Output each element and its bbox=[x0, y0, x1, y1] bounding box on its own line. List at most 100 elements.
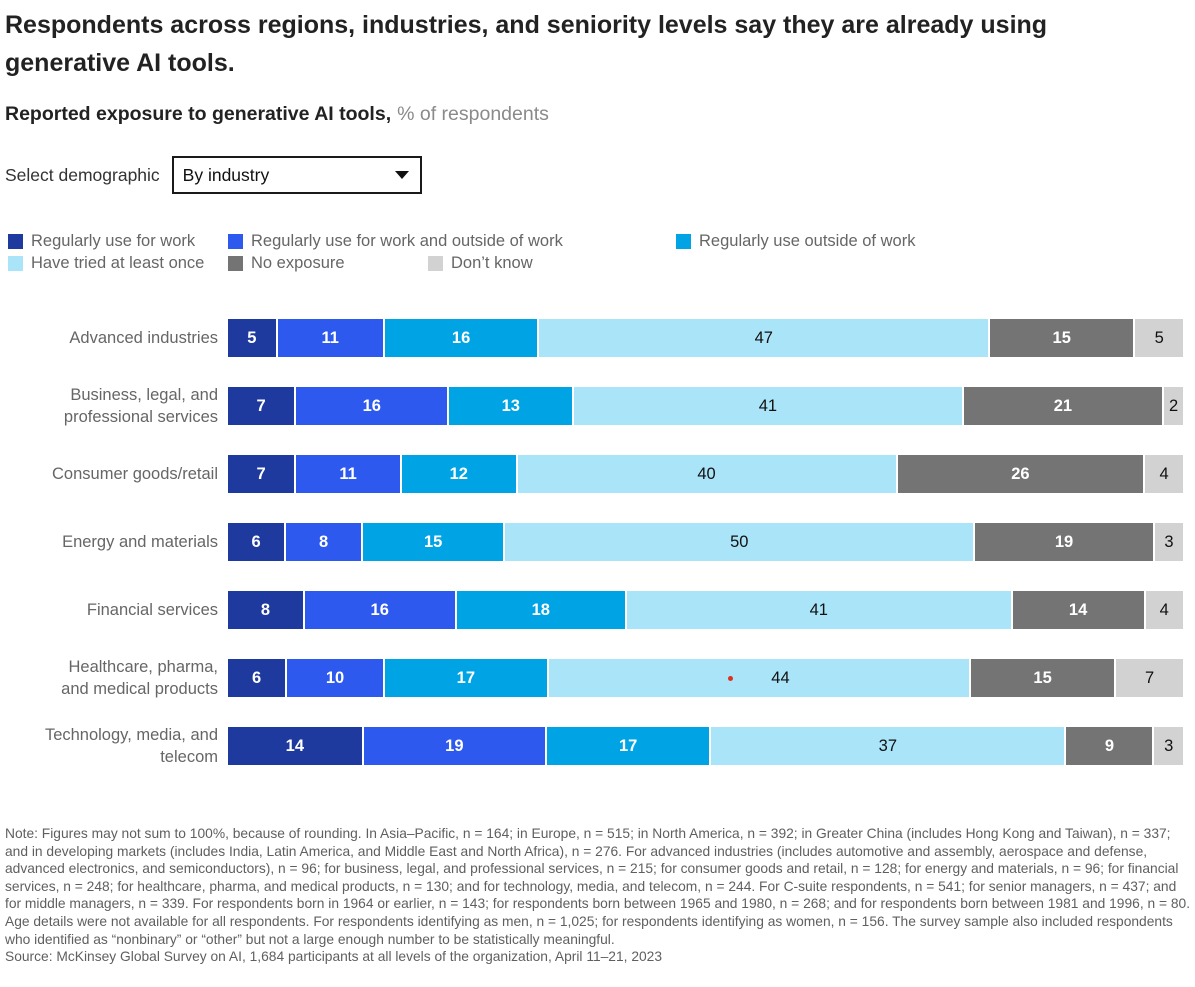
bar-track: 7 11 12 40 26 4 bbox=[228, 455, 1184, 493]
category-label: Healthcare, pharma, and medical products bbox=[61, 658, 218, 698]
bar-segment: 16 bbox=[304, 591, 455, 629]
legend-swatch-icon bbox=[8, 233, 23, 249]
source-text: Source: McKinsey Global Survey on AI, 1,… bbox=[5, 949, 663, 965]
bar-segment: 4 bbox=[1145, 591, 1183, 629]
demographic-dropdown[interactable]: By industry bbox=[171, 156, 422, 194]
legend-item: Regularly use for work and outside of wo… bbox=[228, 232, 676, 251]
bar-segment: 9 bbox=[1066, 727, 1153, 765]
segment-value: 3 bbox=[1164, 736, 1174, 755]
bar-segment: 44 bbox=[548, 659, 969, 697]
category-label: Energy and materials bbox=[62, 533, 218, 551]
bar-segment: 8 bbox=[286, 523, 361, 561]
bar-segment: 13 bbox=[449, 387, 573, 425]
bar-row: Energy and materials 6 8 15 50 19 3 bbox=[0, 523, 1183, 561]
bar-segment: 5 bbox=[1135, 319, 1184, 357]
demographic-dropdown-value: By industry bbox=[182, 164, 270, 185]
demographic-selector-row: Select demographic By industry bbox=[5, 156, 422, 194]
segment-value: 50 bbox=[730, 532, 749, 551]
bar-segment: 3 bbox=[1154, 523, 1183, 561]
bar-segment: 15 bbox=[362, 523, 504, 561]
bar-row: Business, legal, and professional servic… bbox=[0, 386, 1184, 426]
bar-segment: 47 bbox=[539, 319, 989, 357]
segment-value: 41 bbox=[809, 600, 828, 619]
bar-segment: 14 bbox=[228, 727, 362, 765]
segment-value: 4 bbox=[1159, 464, 1169, 483]
bar-segment: 37 bbox=[711, 727, 1065, 765]
segment-value: 11 bbox=[339, 464, 357, 483]
segment-value: 44 bbox=[771, 668, 790, 687]
segment-value: 16 bbox=[451, 328, 471, 347]
category-label: Advanced industries bbox=[69, 329, 218, 347]
category-label: Technology, media, and telecom bbox=[44, 726, 218, 766]
bar-segment: 6 bbox=[228, 523, 285, 561]
segment-value: 12 bbox=[449, 464, 468, 483]
bar-segment: 50 bbox=[505, 523, 974, 561]
red-dot-icon bbox=[728, 675, 734, 681]
segment-value: 21 bbox=[1053, 396, 1073, 415]
footnotes: Note: Figures may not sum to 100%, becau… bbox=[5, 825, 1191, 966]
segment-value: 16 bbox=[362, 396, 381, 415]
segment-value: 16 bbox=[370, 600, 389, 619]
bar-segment: 7 bbox=[228, 387, 295, 425]
bar-segment: 17 bbox=[384, 659, 547, 697]
legend-swatch-icon bbox=[8, 255, 23, 271]
segment-value: 2 bbox=[1168, 396, 1179, 415]
segment-value: 41 bbox=[758, 396, 778, 415]
bar-track: 14 19 17 37 9 3 bbox=[228, 727, 1183, 765]
bar-row: Technology, media, and telecom 14 19 17 37 9 3 bbox=[0, 726, 1183, 766]
legend-label: No exposure bbox=[251, 253, 345, 272]
bar-segment: 11 bbox=[296, 455, 401, 493]
segment-value: 14 bbox=[1068, 600, 1088, 619]
bar-segment: 2 bbox=[1164, 387, 1184, 425]
bar-segment: 15 bbox=[970, 659, 1115, 697]
segment-value: 15 bbox=[1052, 328, 1071, 347]
segment-value: 40 bbox=[697, 464, 716, 483]
bar-segment: 3 bbox=[1154, 727, 1183, 765]
bar-segment: 16 bbox=[384, 319, 538, 357]
legend-swatch-icon bbox=[228, 233, 243, 249]
legend-item: Regularly use outside of work bbox=[676, 232, 915, 251]
bar-segment: 14 bbox=[1012, 591, 1144, 629]
legend-item: Regularly use for work bbox=[8, 232, 228, 251]
bar-row: Healthcare, pharma, and medical products… bbox=[0, 658, 1183, 698]
category-label: Consumer goods/retail bbox=[52, 465, 218, 483]
segment-value: 8 bbox=[318, 532, 329, 551]
bar-row: Financial services 8 16 18 41 14 4 bbox=[0, 591, 1183, 629]
legend-label: Have tried at least once bbox=[31, 253, 205, 272]
bar-segment: 19 bbox=[363, 727, 545, 765]
category-label: Financial services bbox=[86, 601, 218, 619]
bar-segment: 15 bbox=[990, 319, 1134, 357]
bar-segment: 7 bbox=[1116, 659, 1183, 697]
page-title: Respondents across regions, industries, … bbox=[5, 11, 1048, 77]
legend-label: Don’t know bbox=[451, 253, 533, 272]
bar-segment: 40 bbox=[517, 455, 896, 493]
legend-item: Don’t know bbox=[428, 254, 533, 273]
legend-label: Regularly use outside of work bbox=[699, 231, 916, 250]
chart-title-unit: % of respondents bbox=[397, 103, 549, 125]
segment-value: 5 bbox=[247, 328, 257, 347]
chart-legend: Regularly use for work Regularly use for … bbox=[8, 230, 915, 274]
bar-segment: 41 bbox=[574, 387, 962, 425]
bar-track: 8 16 18 41 14 4 bbox=[228, 591, 1183, 629]
legend-swatch-icon bbox=[428, 255, 443, 271]
bar-row: Consumer goods/retail 7 11 12 40 26 4 bbox=[0, 455, 1184, 493]
legend-swatch-icon bbox=[228, 255, 243, 271]
bar-segment: 41 bbox=[626, 591, 1011, 629]
segment-value: 11 bbox=[321, 328, 339, 347]
demographic-select-label: Select demographic bbox=[5, 164, 160, 185]
legend-item: Have tried at least once bbox=[8, 254, 228, 273]
segment-value: 3 bbox=[1164, 532, 1174, 551]
legend-swatch-icon bbox=[676, 233, 691, 249]
bar-segment: 11 bbox=[277, 319, 383, 357]
bar-segment: 4 bbox=[1145, 455, 1184, 493]
bar-track: 6 8 15 50 19 3 bbox=[228, 523, 1183, 561]
bar-segment: 6 bbox=[228, 659, 286, 697]
segment-value: 18 bbox=[531, 600, 550, 619]
segment-value: 37 bbox=[878, 736, 898, 755]
bar-track: 7 16 13 41 21 2 bbox=[228, 387, 1184, 425]
segment-value: 17 bbox=[456, 668, 476, 687]
segment-value: 10 bbox=[325, 668, 345, 687]
bar-segment: 12 bbox=[402, 455, 516, 493]
legend-row: Regularly use for work Regularly use for … bbox=[8, 230, 915, 252]
